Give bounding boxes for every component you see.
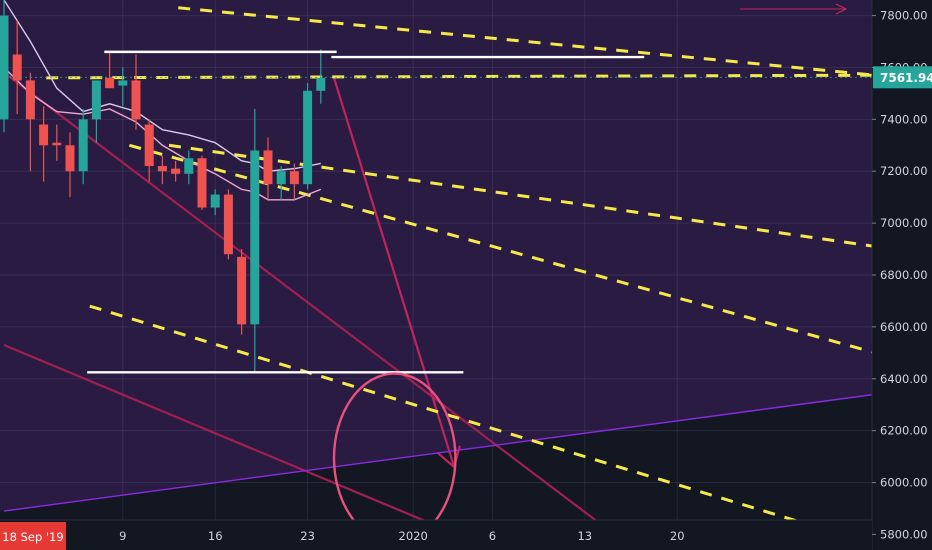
price-tick-label: 7200.00 [880,164,928,178]
candle-body [237,256,247,325]
time-tick-label: 20 [670,529,685,543]
axis-tags: 7561.94 18 Sep '19 [0,66,932,550]
downtrend-line-2 [3,344,426,520]
candle-body [25,80,35,120]
time-axis-background [0,520,872,550]
time-tick-label: 16 [208,529,223,543]
price-tick-label: 6200.00 [880,424,928,438]
candle [52,124,62,161]
candle-body [289,171,299,185]
channel-line-2 [46,73,872,80]
candle-body [210,194,220,208]
candle [263,137,273,200]
candle [184,150,194,185]
date-tag-label: 18 Sep '19 [2,530,63,544]
date-tag [0,522,66,550]
candle [289,163,299,200]
candle-body [197,158,207,208]
candle [276,166,286,200]
candles [0,0,326,371]
candle-body [39,124,49,146]
last-price-tag [873,66,932,89]
candle [118,67,128,107]
candle [105,51,115,89]
drawings [3,6,872,520]
candle [0,0,9,133]
candle [197,155,207,211]
candle [223,189,233,260]
price-tick-label: 6000.00 [880,476,928,490]
uptrend-line [3,394,872,512]
candle-body [65,145,75,172]
candle-body [276,171,286,185]
channel-line-1 [178,6,872,77]
candle-body [78,119,88,172]
candle-body [0,15,9,120]
time-tick-label: 13 [577,529,592,543]
last-price-label: 7561.94 [880,71,932,85]
time-tick-label: 6 [489,529,496,543]
candle-body [118,80,128,86]
price-tick-label: 6600.00 [880,320,928,334]
candle-body [184,158,194,174]
candle-body [223,194,233,255]
time-axis[interactable]: 9 16 23 2020 6 13 20 [0,519,872,550]
candle [91,80,101,143]
candle-body [263,150,273,185]
price-tick-label: 6800.00 [880,268,928,282]
candle [12,20,22,115]
candle [65,132,75,198]
candle [237,249,247,335]
candle-body [144,124,154,167]
time-tick-label: 23 [300,529,315,543]
overlay-drawings [0,3,872,520]
candle-body [12,54,22,81]
candle-body [316,77,326,91]
price-tick-label: 5800.00 [880,527,928,541]
price-tick-label: 6400.00 [880,372,928,386]
candle [250,108,260,371]
candle [144,119,154,182]
candle-body [303,90,313,185]
candle [171,160,181,182]
time-tick-label: 9 [119,529,126,543]
price-axis[interactable]: 7800.007600.007400.007200.007000.006800.… [871,0,932,550]
candle-body [250,150,260,325]
candle [78,108,88,185]
candle [25,72,35,172]
price-axis-background [872,0,932,550]
time-tick-label: 2020 [399,529,428,543]
channel-line-4 [128,143,872,354]
candle [39,106,49,182]
candle [210,189,220,216]
channel-line-3 [168,143,872,248]
background-upper [0,0,872,512]
price-tick-label: 7000.00 [880,216,928,230]
candle [316,49,326,104]
candle-body [131,80,141,120]
candle-body [105,77,115,89]
candle-body [91,80,101,120]
projection-circle [332,372,457,520]
channel-line-5 [89,304,799,520]
candle [303,83,313,190]
candle [157,155,167,185]
price-tick-label: 7800.00 [880,9,928,23]
candle-body [52,142,62,146]
moving-average-line-2 [3,66,322,201]
candle-body [171,168,181,174]
downtrend-line-1 [3,71,598,520]
candle-body [157,166,167,172]
candle [131,54,141,130]
price-tick-label: 7400.00 [880,112,928,126]
projection-line [332,77,456,468]
